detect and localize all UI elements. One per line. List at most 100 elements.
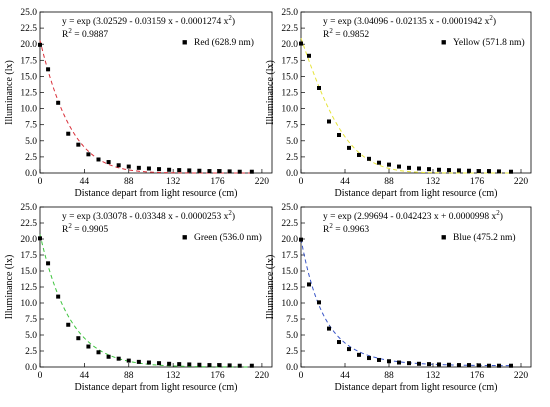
- y-tick-label: 12.5: [281, 89, 298, 99]
- data-point: [467, 168, 471, 173]
- data-point: [66, 322, 71, 327]
- data-point: [417, 166, 421, 171]
- data-point: [299, 41, 303, 46]
- x-tick-label: 88: [124, 371, 134, 381]
- x-tick-label: 44: [80, 177, 90, 187]
- y-tick-label: 22.5: [281, 219, 298, 229]
- data-point: [38, 236, 42, 241]
- y-tick-label: 15.0: [281, 267, 298, 277]
- legend: ■ Green (536.0 nm): [182, 232, 262, 243]
- x-tick-label: 132: [166, 177, 181, 187]
- x-tick-label: 44: [340, 177, 350, 187]
- data-point: [96, 157, 101, 162]
- y-tick-label: 5.0: [286, 331, 298, 341]
- equation-text: y = exp (3.04096 - 0.02135 x - 0.0001942…: [323, 16, 490, 27]
- r-squared-superscript: 2: [329, 27, 333, 35]
- data-point: [347, 347, 351, 352]
- y-tick-label: 2.5: [286, 347, 298, 357]
- y-tick-label: 0.0: [286, 363, 298, 373]
- x-tick-label: 0: [38, 371, 43, 381]
- equation-superscript: 2: [228, 14, 232, 22]
- data-point: [217, 169, 222, 174]
- y-tick-label: 10.0: [281, 105, 298, 115]
- chart-panel-3: 0.0 2.5 5.0 7.5 10.0 12.5 15.0 17.5 20.0 22.5 25.0…: [4, 203, 273, 393]
- data-point: [397, 360, 401, 365]
- data-point: [76, 336, 81, 341]
- x-tick-label: 88: [124, 177, 134, 187]
- legend-marker: ■: [182, 232, 187, 242]
- data-point: [249, 169, 254, 174]
- data-point: [327, 326, 331, 331]
- x-axis-label: Distance depart from light resource (cm): [75, 382, 238, 393]
- data-point: [157, 167, 162, 172]
- data-point: [177, 168, 182, 173]
- data-point: [237, 363, 242, 368]
- legend-marker: ■: [441, 37, 446, 47]
- x-tick-label: 0: [299, 371, 304, 381]
- equation-text: y = exp (3.03078 - 0.03348 x - 0.0000253…: [62, 211, 229, 222]
- x-tick-label: 176: [470, 177, 485, 187]
- data-point: [187, 168, 192, 173]
- legend-marker: ■: [182, 37, 187, 47]
- fit-equation: y = exp (3.03078 - 0.03348 x - 0.0000253…: [62, 209, 235, 222]
- y-tick-label: 17.5: [281, 56, 298, 66]
- fit-curve: [300, 38, 513, 174]
- chart-panel-1: 0.0 2.5 5.0 7.5 10.0 12.5 15.0 17.5 20.0 22.5 25.0…: [4, 8, 273, 199]
- data-point: [457, 168, 461, 173]
- r-squared: R2 = 0.9905: [62, 222, 108, 235]
- r-squared-value: = 0.9887: [72, 30, 108, 40]
- data-point: [397, 164, 401, 169]
- data-point: [106, 160, 111, 165]
- x-tick-label: 44: [340, 371, 350, 381]
- r-squared-symbol: R: [62, 30, 69, 40]
- data-point: [497, 363, 501, 368]
- data-point: [427, 362, 431, 367]
- legend: ■ Blue (475.2 nm): [441, 232, 516, 243]
- data-point: [96, 350, 101, 355]
- data-point: [116, 163, 121, 168]
- y-tick-label: 2.5: [25, 347, 37, 357]
- data-point: [357, 152, 361, 157]
- y-tick-label: 17.5: [20, 56, 37, 66]
- y-tick-label: 22.5: [20, 219, 37, 229]
- r-squared-value: = 0.9963: [333, 225, 369, 235]
- r-squared-symbol: R: [323, 225, 330, 235]
- equation-tail: ): [232, 16, 235, 27]
- data-point: [417, 361, 421, 366]
- y-tick-label: 15.0: [281, 72, 298, 82]
- fit-equation: y = exp (3.02529 - 0.03159 x - 0.0001274…: [62, 14, 235, 27]
- data-point: [337, 340, 341, 345]
- y-tick-label: 17.5: [281, 251, 298, 261]
- data-point: [106, 354, 111, 359]
- data-point: [317, 300, 321, 305]
- equation-tail: ): [493, 16, 496, 27]
- legend: ■ Red (628.9 nm): [182, 37, 254, 48]
- x-tick-label: 220: [514, 177, 529, 187]
- data-point: [86, 344, 91, 349]
- data-point: [207, 169, 212, 174]
- data-point: [177, 362, 182, 367]
- data-point: [487, 363, 491, 368]
- data-point: [76, 142, 81, 147]
- y-tick-label: 25.0: [281, 8, 298, 18]
- y-tick-label: 0.0: [25, 169, 37, 179]
- r-squared: R2 = 0.9887: [62, 27, 108, 40]
- y-tick-label: 10.0: [281, 299, 298, 309]
- x-tick-label: 220: [514, 371, 529, 381]
- legend-label: Yellow (571.8 nm): [453, 37, 525, 48]
- data-point: [237, 169, 242, 174]
- y-tick-label: 12.5: [20, 283, 37, 293]
- data-point: [387, 162, 391, 167]
- x-tick-label: 88: [384, 371, 394, 381]
- y-tick-label: 10.0: [20, 105, 37, 115]
- data-point: [197, 168, 202, 173]
- x-tick-label: 132: [426, 371, 441, 381]
- data-point: [38, 42, 42, 47]
- equation-superscript: 2: [496, 209, 500, 217]
- x-tick-label: 88: [384, 177, 394, 187]
- fit-equation: y = exp (2.99694 - 0.042423 x + 0.000099…: [323, 209, 503, 222]
- y-tick-label: 5.0: [286, 137, 298, 147]
- y-axis-label: Illuminance (lx): [265, 255, 276, 320]
- y-tick-label: 7.5: [286, 121, 298, 131]
